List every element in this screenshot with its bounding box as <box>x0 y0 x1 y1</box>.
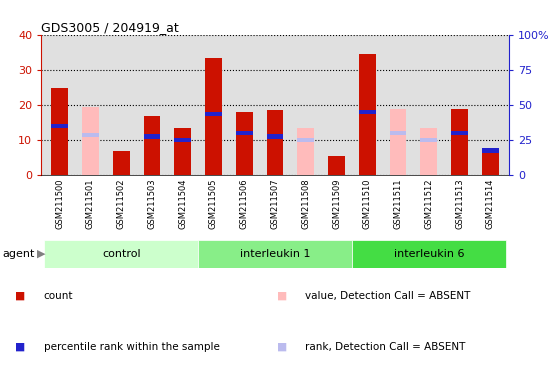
Text: GSM211502: GSM211502 <box>117 178 126 229</box>
Bar <box>389 131 406 135</box>
Bar <box>482 148 499 152</box>
Bar <box>298 128 314 175</box>
Text: ▶: ▶ <box>37 249 46 259</box>
Text: GDS3005 / 204919_at: GDS3005 / 204919_at <box>41 21 179 34</box>
Text: GSM211501: GSM211501 <box>86 178 95 229</box>
Text: agent: agent <box>3 249 35 259</box>
Bar <box>205 112 222 116</box>
Text: GSM211507: GSM211507 <box>271 178 279 229</box>
Bar <box>451 131 468 135</box>
Text: percentile rank within the sample: percentile rank within the sample <box>43 341 219 351</box>
Text: interleukin 1: interleukin 1 <box>240 249 310 259</box>
Text: GSM211506: GSM211506 <box>240 178 249 229</box>
Text: interleukin 6: interleukin 6 <box>394 249 464 259</box>
Bar <box>328 156 345 175</box>
Bar <box>267 134 283 139</box>
Bar <box>82 107 99 175</box>
Bar <box>51 124 68 128</box>
Text: GSM211500: GSM211500 <box>55 178 64 229</box>
Text: GSM211505: GSM211505 <box>209 178 218 229</box>
Text: control: control <box>102 249 141 259</box>
Text: GSM211510: GSM211510 <box>363 178 372 229</box>
Bar <box>144 116 161 175</box>
Text: GSM211512: GSM211512 <box>424 178 433 229</box>
Bar <box>174 138 191 142</box>
Bar <box>113 151 130 175</box>
Text: rank, Detection Call = ABSENT: rank, Detection Call = ABSENT <box>305 341 465 351</box>
Bar <box>236 112 252 175</box>
Text: GSM211511: GSM211511 <box>394 178 403 229</box>
Bar <box>389 109 406 175</box>
Bar <box>144 134 161 139</box>
Text: GSM211514: GSM211514 <box>486 178 495 229</box>
Bar <box>420 138 437 142</box>
Bar <box>51 88 68 175</box>
Text: GSM211513: GSM211513 <box>455 178 464 229</box>
Bar <box>267 110 283 175</box>
Text: GSM211504: GSM211504 <box>178 178 187 229</box>
Bar <box>451 109 468 175</box>
Bar <box>236 131 252 135</box>
Text: ■: ■ <box>16 289 25 303</box>
Bar <box>198 240 352 268</box>
Bar <box>359 54 376 175</box>
Text: GSM211508: GSM211508 <box>301 178 310 229</box>
Text: GSM211509: GSM211509 <box>332 178 341 229</box>
Bar <box>352 240 505 268</box>
Text: count: count <box>43 291 73 301</box>
Text: ■: ■ <box>16 339 25 354</box>
Text: GSM211503: GSM211503 <box>147 178 156 229</box>
Bar <box>359 110 376 114</box>
Bar <box>298 138 314 142</box>
Bar <box>205 58 222 175</box>
Bar <box>420 128 437 175</box>
Bar <box>482 149 499 175</box>
Bar <box>174 128 191 175</box>
Text: value, Detection Call = ABSENT: value, Detection Call = ABSENT <box>305 291 470 301</box>
Text: ■: ■ <box>278 289 286 303</box>
Text: ■: ■ <box>278 339 286 354</box>
Bar <box>45 240 198 268</box>
Bar <box>82 132 99 137</box>
